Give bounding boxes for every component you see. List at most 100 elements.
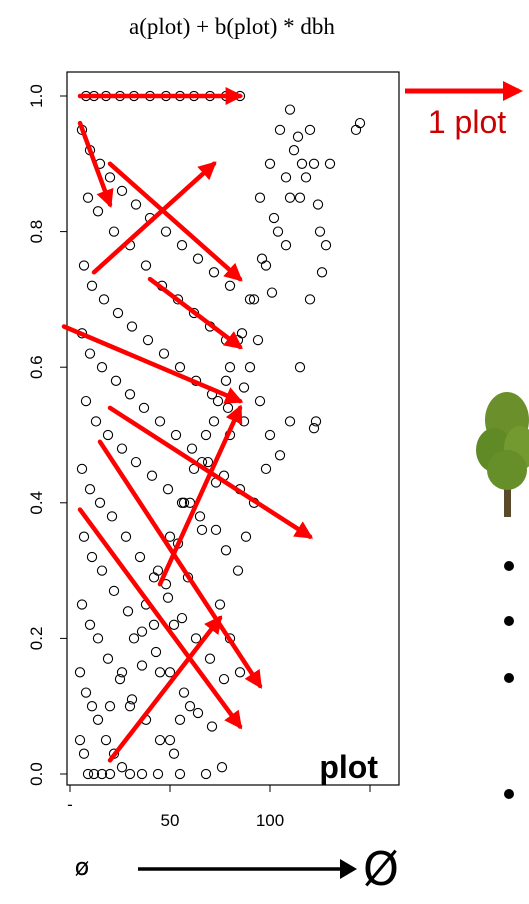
data-point xyxy=(104,768,116,780)
data-point xyxy=(124,389,136,400)
data-point xyxy=(234,667,246,678)
data-point xyxy=(92,633,104,644)
data-point xyxy=(116,443,128,454)
arrows-layer xyxy=(61,87,314,763)
data-point xyxy=(294,192,306,203)
data-point xyxy=(194,511,206,522)
data-point xyxy=(160,226,172,237)
data-point xyxy=(116,762,128,773)
data-point xyxy=(238,382,250,393)
data-point xyxy=(202,456,214,468)
data-point xyxy=(128,633,140,644)
data-point xyxy=(314,226,326,237)
y-tick-label: 1.0 xyxy=(27,84,46,108)
data-point xyxy=(152,768,164,780)
y-tick-label: 0.6 xyxy=(27,355,46,379)
data-point xyxy=(212,395,224,407)
data-point xyxy=(222,402,234,414)
data-point xyxy=(316,267,328,278)
data-point xyxy=(296,158,308,169)
data-point xyxy=(138,402,150,414)
data-point xyxy=(116,185,128,197)
data-point xyxy=(174,714,186,725)
data-point xyxy=(170,429,182,441)
data-point xyxy=(256,253,268,264)
data-point xyxy=(80,395,92,407)
data-point xyxy=(84,619,96,630)
data-point xyxy=(304,294,316,305)
data-point xyxy=(216,762,228,773)
data-point xyxy=(148,572,160,583)
data-point xyxy=(122,606,134,617)
data-point xyxy=(220,375,232,386)
data-point xyxy=(80,687,92,698)
data-point xyxy=(350,124,362,136)
data-point xyxy=(150,646,162,658)
data-point xyxy=(254,192,266,203)
data-point xyxy=(168,619,180,630)
data-point xyxy=(164,734,176,746)
data-point xyxy=(78,260,90,271)
data-point xyxy=(174,362,186,373)
data-point xyxy=(264,429,276,441)
data-point xyxy=(134,551,146,563)
data-point xyxy=(94,497,106,508)
data-point xyxy=(104,172,116,183)
data-point xyxy=(136,660,148,671)
data-point xyxy=(206,721,218,732)
x-tick-label: 50 xyxy=(161,811,180,830)
data-point xyxy=(300,172,312,183)
data-point xyxy=(96,768,108,780)
annotation-arrow xyxy=(147,276,243,350)
data-point xyxy=(184,701,196,712)
data-point xyxy=(84,484,96,495)
data-point xyxy=(200,768,212,780)
data-point xyxy=(204,653,216,664)
data-point xyxy=(136,626,148,637)
data-point xyxy=(108,226,120,237)
data-point xyxy=(178,687,190,698)
data-point xyxy=(76,599,88,610)
data-point xyxy=(168,748,180,759)
data-point xyxy=(110,375,122,386)
data-point xyxy=(176,240,188,251)
data-point xyxy=(164,667,176,678)
data-point xyxy=(288,145,300,156)
data-point xyxy=(158,348,170,359)
data-point xyxy=(252,334,264,346)
data-point xyxy=(82,768,94,780)
annotation-arrow xyxy=(91,161,217,275)
data-point xyxy=(140,260,152,271)
data-point xyxy=(224,280,236,291)
data-point xyxy=(120,531,132,542)
data-point xyxy=(154,734,166,746)
annotation-arrow xyxy=(61,324,244,404)
data-point xyxy=(248,294,260,305)
data-point xyxy=(186,443,198,454)
data-point xyxy=(284,104,296,115)
data-point xyxy=(208,416,220,427)
y-tick-label: 0.2 xyxy=(27,627,46,651)
data-point xyxy=(260,260,272,271)
data-point xyxy=(218,673,230,685)
data-point xyxy=(162,592,174,603)
data-point xyxy=(92,714,104,725)
data-point xyxy=(310,416,322,427)
data-point xyxy=(146,470,158,481)
annotation-arrow xyxy=(77,120,114,208)
data-point xyxy=(84,348,96,359)
data-point xyxy=(148,619,160,630)
data-point xyxy=(280,240,292,251)
data-point xyxy=(88,768,100,780)
y-tick-label: 0.0 xyxy=(27,762,46,786)
data-point xyxy=(220,545,232,556)
data-point xyxy=(112,307,124,319)
data-point xyxy=(96,362,108,373)
data-point xyxy=(240,531,252,542)
data-point xyxy=(82,192,94,203)
data-point xyxy=(294,362,306,373)
data-point xyxy=(92,206,104,217)
data-point xyxy=(232,565,244,576)
data-point xyxy=(236,328,248,339)
